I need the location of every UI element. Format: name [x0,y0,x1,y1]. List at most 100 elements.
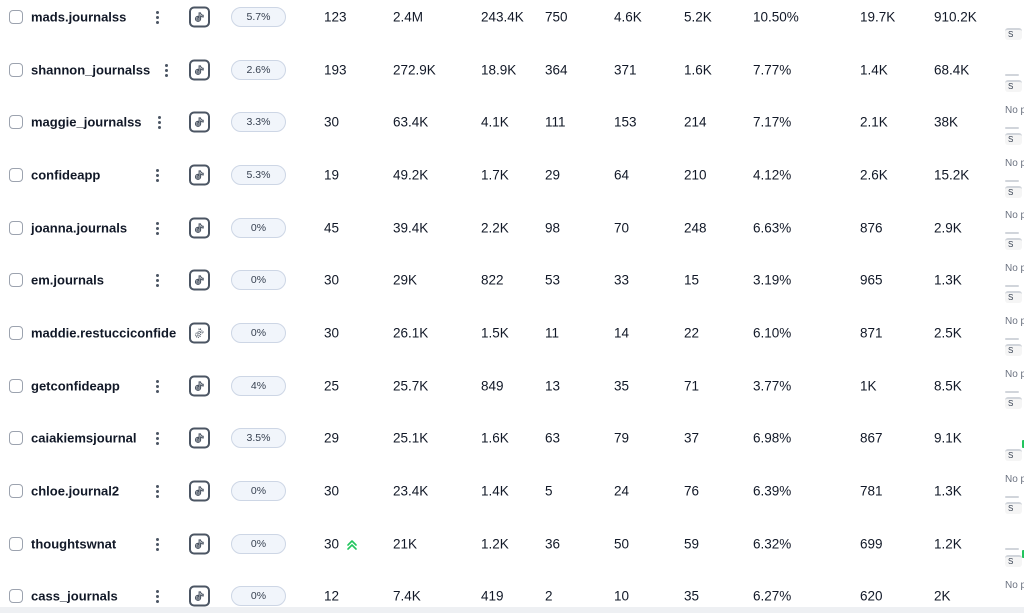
tiktok-icon[interactable] [189,269,210,291]
row-checkbox[interactable] [9,63,23,77]
status-chip: S [1005,238,1022,250]
avg-likes-count: 2.2K [481,220,509,236]
row-checkbox[interactable] [9,484,23,498]
tiktok-icon[interactable] [189,164,210,186]
metric-cell: 1.4K [860,62,888,78]
more-options-icon[interactable] [152,272,162,288]
growth-badge: 3.3% [231,112,286,132]
username-link[interactable]: thoughtswnat [31,536,117,552]
tiktok-sparkle-icon[interactable] [189,322,210,344]
status-chip: S [1005,449,1022,461]
table-row[interactable]: thoughtswnat 0% 30 21K 1.2K 36 50 59 6.32% 699 1.2… [0,524,1000,564]
tiktok-icon[interactable] [189,217,210,239]
posts-count: 123 [324,9,347,25]
more-options-icon[interactable] [154,114,164,130]
engagement-rate: 6.39% [753,483,792,499]
table-row[interactable]: getconfideapp 4% 25 25.7K 849 13 35 71 3.77% 1K 8.… [0,366,1000,406]
metric-cell: 1.3K [934,272,962,288]
row-checkbox[interactable] [9,115,23,129]
username-link[interactable]: maggie_journalss [31,114,142,130]
more-options-icon[interactable] [161,62,171,78]
table-row[interactable]: chloe.journal2 0% 30 23.4K 1.4K 5 24 76 6.39% 781… [0,471,1000,511]
username-link[interactable]: getconfideapp [31,378,120,394]
status-text: No p [1005,316,1024,327]
growth-badge: 0% [231,323,286,343]
status-chip: S [1005,133,1022,145]
table-row[interactable]: em.journals 0% 30 29K 822 53 33 15 3.19% 965 1.3K [0,260,1000,300]
username-link[interactable]: confideapp [31,167,101,183]
more-options-icon[interactable] [152,536,162,552]
avg-likes-count: 1.2K [481,536,509,552]
metric-cell: 867 [860,430,883,446]
tiktok-icon[interactable] [189,585,210,607]
more-options-icon[interactable] [152,430,162,446]
tiktok-icon[interactable] [189,111,210,133]
table-row[interactable]: joanna.journals 0% 45 39.4K 2.2K 98 70 248 6.63%… [0,208,1000,248]
metric-cell: 364 [545,62,568,78]
username-link[interactable]: em.journals [31,272,104,288]
row-checkbox[interactable] [9,326,23,340]
tiktok-icon[interactable] [189,59,210,81]
username-link[interactable]: shannon_journalss [31,62,151,78]
metric-cell: 15.2K [934,167,970,183]
row-checkbox[interactable] [9,221,23,235]
table-row[interactable]: mads.journalss 5.7% 123 2.4M 243.4K 750 4.6K 5.… [0,0,1000,37]
table-row[interactable]: cass_journals 0% 12 7.4K 419 2 10 35 6.27% 620 2K [0,576,1000,613]
followers-count: 39.4K [393,220,429,236]
more-options-icon[interactable] [152,220,162,236]
metric-cell: 24 [614,483,630,499]
status-chip: S [1005,344,1022,356]
row-checkbox[interactable] [9,168,23,182]
more-options-icon[interactable] [152,483,162,499]
metric-cell: 111 [545,114,566,130]
more-options-icon[interactable] [152,9,162,25]
username-link[interactable]: chloe.journal2 [31,483,120,499]
metric-cell: 79 [614,430,630,446]
username-link[interactable]: cass_journals [31,588,118,604]
username-link[interactable]: mads.journalss [31,9,127,25]
table-row[interactable]: caiakiemsjournal 3.5% 29 25.1K 1.6K 63 79 37 6.9… [0,418,1000,458]
posts-count: 19 [324,167,340,183]
status-text: No p [1005,158,1024,169]
table-row[interactable]: confideapp 5.3% 19 49.2K 1.7K 29 64 210 4.12% 2.6… [0,155,1000,195]
username-link[interactable]: joanna.journals [31,220,128,236]
more-options-icon[interactable] [152,378,162,394]
divider [1005,391,1019,393]
row-checkbox[interactable] [9,589,23,603]
username-link[interactable]: caiakiemsjournal [31,430,137,446]
tiktok-icon[interactable] [189,427,210,449]
status-indicator [1022,440,1024,448]
username-link[interactable]: maddie.restucciconfide [31,325,177,341]
metric-cell: 10 [614,588,630,604]
tiktok-icon[interactable] [189,533,210,555]
table-row[interactable]: maggie_journalss 3.3% 30 63.4K 4.1K 111 153 214… [0,102,1000,142]
engagement-rate: 10.50% [753,9,799,25]
tiktok-icon[interactable] [189,480,210,502]
horizontal-scrollbar[interactable] [0,607,1024,613]
table-row[interactable]: maddie.restucciconfide 0% 30 26.1K 1.5K 11 14 2… [0,313,1000,353]
table-row[interactable]: shannon_journalss 2.6% 193 272.9K 18.9K 364 37… [0,50,1000,90]
status-text: No p [1005,369,1024,380]
metric-cell: 2K [934,588,951,604]
metric-cell: 76 [684,483,700,499]
followers-count: 29K [393,272,418,288]
growth-badge: 5.3% [231,165,286,185]
row-checkbox[interactable] [9,10,23,24]
tiktok-icon[interactable] [189,6,210,28]
row-checkbox[interactable] [9,379,23,393]
avg-likes-count: 243.4K [481,9,524,25]
engagement-rate: 3.19% [753,272,792,288]
more-options-icon[interactable] [152,167,162,183]
posts-count: 45 [324,220,340,236]
avg-likes-count: 1.5K [481,325,509,341]
row-checkbox[interactable] [9,431,23,445]
metric-cell: 1.2K [934,536,962,552]
avg-likes-count: 1.4K [481,483,509,499]
divider [1005,548,1019,550]
row-checkbox[interactable] [9,537,23,551]
followers-count: 21K [393,536,418,552]
metric-cell: 29 [545,167,561,183]
tiktok-icon[interactable] [189,375,210,397]
more-options-icon[interactable] [152,588,162,604]
row-checkbox[interactable] [9,273,23,287]
